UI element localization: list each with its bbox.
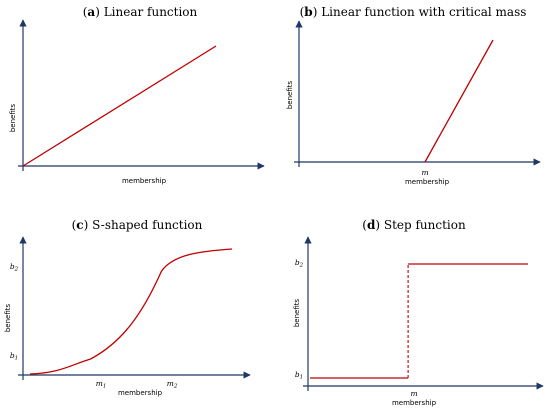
panel-d-xlabel: membership <box>392 399 437 407</box>
panel-c-ytick-b2: b2 <box>10 262 19 273</box>
panel-d-title-text: Step function <box>384 218 466 232</box>
panel-d-ytick-b2: b2 <box>295 258 304 269</box>
panel-b-title: (b) Linear function with critical mass <box>300 5 527 19</box>
panel-b-letter: b <box>304 5 312 19</box>
panel-c-xlabel: membership <box>118 389 163 397</box>
panel-a-title-text: Linear function <box>104 5 198 19</box>
panel-d-ytick-b1: b1 <box>295 370 303 381</box>
panel-c-title-text: S-shaped function <box>92 218 203 232</box>
panel-c-xtick-m2: m2 <box>167 379 178 390</box>
panel-b-ylabel: benefits <box>286 81 294 110</box>
panel-c-letter: c <box>76 218 83 232</box>
panel-d-ylabel: benefits <box>293 299 301 328</box>
panel-d-title: (d) Step function <box>362 218 466 232</box>
panel-a-letter: a <box>87 5 95 19</box>
panel-a: (a) Linear function benefits membership <box>9 5 265 185</box>
panel-c-ytick-b1: b1 <box>10 351 18 362</box>
panel-d: (d) Step function benefits b1 b2 m membe… <box>293 218 544 407</box>
panel-c-series-line <box>29 248 233 375</box>
panel-b-series-line <box>424 39 494 163</box>
panel-d-letter: d <box>367 218 376 232</box>
panel-b-title-text: Linear function with critical mass <box>321 5 526 19</box>
panel-a-xlabel: membership <box>122 177 167 185</box>
panel-a-title: (a) Linear function <box>83 5 198 19</box>
panel-b-xlabel: membership <box>405 178 450 186</box>
panel-c-xtick-m1: m1 <box>96 379 107 390</box>
panel-b-xtick-m: m <box>421 168 428 177</box>
panel-d-xtick-m: m <box>410 389 417 398</box>
panel-c: (c) S-shaped function benefits b1 b2 m1 … <box>4 218 251 397</box>
panel-b: (b) Linear function with critical mass b… <box>286 5 541 186</box>
panel-a-series-line <box>22 45 217 167</box>
panel-c-title: (c) S-shaped function <box>72 218 203 232</box>
panel-a-ylabel: benefits <box>9 104 17 133</box>
panel-c-ylabel: benefits <box>4 304 12 333</box>
